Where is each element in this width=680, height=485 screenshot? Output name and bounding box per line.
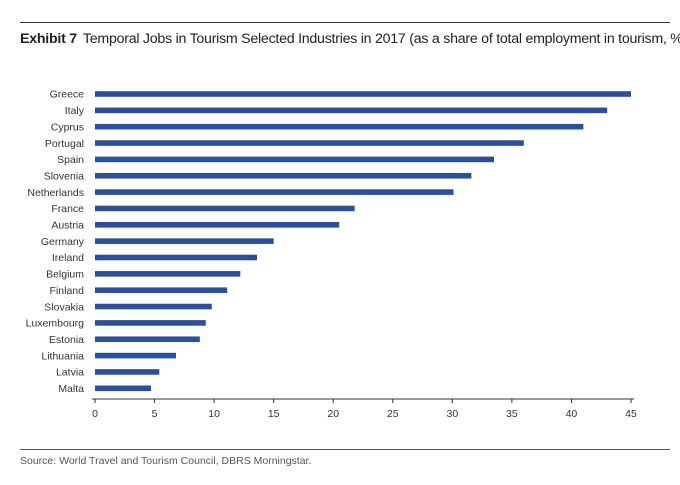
bar-germany (95, 238, 274, 244)
bar-lithuania (95, 352, 176, 359)
category-label: Belgium (46, 269, 84, 281)
x-tick-label: 45 (625, 408, 637, 420)
x-tick-label: 30 (446, 408, 458, 420)
x-tick-label: 35 (506, 408, 518, 420)
category-label: Malta (58, 383, 84, 395)
bar-slovenia (95, 172, 472, 179)
x-tick-label: 25 (387, 408, 399, 420)
category-label: Portugal (45, 138, 84, 150)
category-label: Ireland (52, 252, 84, 264)
bottom-rule (20, 449, 670, 450)
category-label: Greece (50, 89, 85, 101)
x-tick-label: 10 (208, 408, 220, 420)
bar-finland (95, 287, 228, 293)
category-label: Slovakia (44, 301, 84, 313)
category-label: Slovenia (44, 170, 84, 182)
bar-chart: Greece Italy Cyprus Portugal Spain Slovenia Ne… (26, 89, 637, 420)
bar-latvia (95, 369, 160, 375)
category-label: Spain (57, 154, 84, 166)
bar-estonia (95, 336, 200, 343)
chart-title: Temporal Jobs in Tourism Selected Indust… (82, 31, 680, 47)
bar-portugal (95, 140, 524, 146)
category-label: Finland (50, 285, 85, 297)
chart-heading: Exhibit 7 Temporal Jobs in Tourism Select… (20, 31, 680, 47)
category-label: Italy (65, 105, 85, 117)
bars-group (95, 91, 631, 392)
x-tick-label: 40 (566, 408, 578, 420)
x-tick-label: 0 (92, 408, 98, 420)
bar-slovakia (95, 303, 212, 310)
bar-netherlands (95, 189, 454, 195)
category-label: Netherlands (27, 187, 84, 199)
bar-ireland (95, 254, 257, 261)
top-rule (20, 22, 670, 23)
bar-france (95, 205, 355, 212)
bar-malta (95, 385, 151, 392)
category-labels: Greece Italy Cyprus Portugal Spain Slovenia Ne… (26, 89, 85, 395)
exhibit-label: Exhibit 7 (20, 31, 77, 47)
category-label: Cyprus (51, 121, 84, 133)
bar-austria (95, 222, 340, 228)
source-note: Source: World Travel and Tourism Council… (20, 455, 312, 467)
category-label: Estonia (49, 334, 84, 346)
bar-spain (95, 156, 495, 163)
bar-greece (95, 91, 631, 97)
category-label: France (51, 203, 84, 215)
category-label: Austria (51, 220, 84, 232)
x-axis-ticks: 0 5 10 15 20 25 30 35 40 45 (92, 399, 637, 420)
category-label: Luxembourg (26, 318, 85, 330)
x-tick-label: 20 (327, 408, 339, 420)
category-label: Germany (41, 236, 85, 248)
category-label: Lithuania (41, 350, 84, 362)
bar-luxembourg (95, 320, 206, 326)
category-label: Latvia (56, 367, 84, 379)
x-tick-label: 15 (268, 408, 280, 420)
bar-cyprus (95, 123, 584, 130)
x-tick-label: 5 (152, 408, 158, 420)
bar-belgium (95, 271, 241, 277)
bar-italy (95, 107, 608, 114)
